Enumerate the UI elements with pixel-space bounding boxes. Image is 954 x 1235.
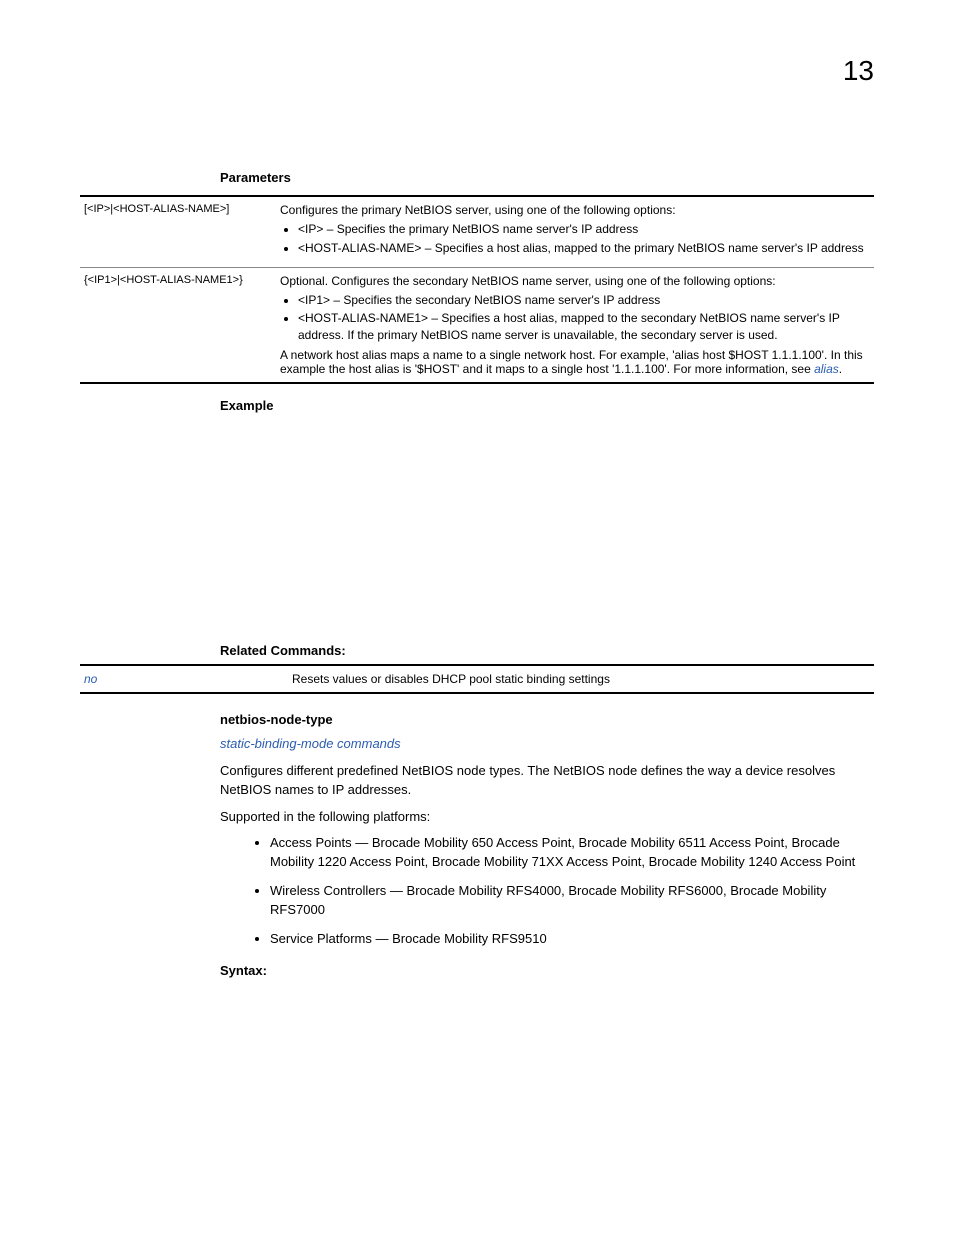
param-intro: Optional. Configures the secondary NetBI… bbox=[280, 274, 868, 288]
list-item: <HOST-ALIAS-NAME1> – Specifies a host al… bbox=[298, 310, 868, 344]
list-item: Access Points — Brocade Mobility 650 Acc… bbox=[270, 834, 874, 872]
note-text: A network host alias maps a name to a si… bbox=[280, 348, 863, 376]
table-row: no Resets values or disables DHCP pool s… bbox=[80, 665, 874, 693]
page-number: 13 bbox=[843, 55, 874, 87]
list-item: Service Platforms — Brocade Mobility RFS… bbox=[270, 930, 874, 949]
supported-platforms-list: Access Points — Brocade Mobility 650 Acc… bbox=[270, 834, 874, 948]
param-note: A network host alias maps a name to a si… bbox=[280, 348, 868, 376]
list-item: Wireless Controllers — Brocade Mobility … bbox=[270, 882, 874, 920]
related-desc-cell: Resets values or disables DHCP pool stat… bbox=[288, 665, 874, 693]
body-paragraph: Supported in the following platforms: bbox=[220, 808, 874, 827]
param-name-cell: {<IP1>|<HOST-ALIAS-NAME1>} bbox=[80, 267, 280, 383]
table-row: [<IP>|<HOST-ALIAS-NAME>] Configures the … bbox=[80, 196, 874, 267]
note-end: . bbox=[839, 362, 842, 376]
page-container: 13 Parameters [<IP>|<HOST-ALIAS-NAME>] C… bbox=[0, 0, 954, 1235]
example-heading: Example bbox=[220, 398, 874, 413]
body-paragraph: Configures different predefined NetBIOS … bbox=[220, 762, 874, 800]
related-commands-heading: Related Commands: bbox=[220, 643, 874, 658]
alias-link[interactable]: alias bbox=[814, 362, 839, 376]
list-item: <IP1> – Specifies the secondary NetBIOS … bbox=[298, 292, 868, 309]
static-binding-link[interactable]: static-binding-mode commands bbox=[220, 736, 401, 751]
param-name-cell: [<IP>|<HOST-ALIAS-NAME>] bbox=[80, 196, 280, 267]
param-desc-cell: Configures the primary NetBIOS server, u… bbox=[280, 196, 874, 267]
netbios-node-type-heading: netbios-node-type bbox=[220, 712, 874, 727]
no-link[interactable]: no bbox=[84, 672, 97, 686]
param-desc-cell: Optional. Configures the secondary NetBI… bbox=[280, 267, 874, 383]
parameters-table: [<IP>|<HOST-ALIAS-NAME>] Configures the … bbox=[80, 195, 874, 384]
parameters-heading: Parameters bbox=[220, 170, 874, 185]
list-item: <IP> – Specifies the primary NetBIOS nam… bbox=[298, 221, 868, 238]
syntax-heading: Syntax: bbox=[220, 963, 874, 978]
table-row: {<IP1>|<HOST-ALIAS-NAME1>} Optional. Con… bbox=[80, 267, 874, 383]
related-cmd-cell: no bbox=[80, 665, 288, 693]
param-intro: Configures the primary NetBIOS server, u… bbox=[280, 203, 868, 217]
param-option-list: <IP1> – Specifies the secondary NetBIOS … bbox=[298, 292, 868, 344]
related-commands-table: no Resets values or disables DHCP pool s… bbox=[80, 664, 874, 694]
list-item: <HOST-ALIAS-NAME> – Specifies a host ali… bbox=[298, 240, 868, 257]
param-option-list: <IP> – Specifies the primary NetBIOS nam… bbox=[298, 221, 868, 257]
